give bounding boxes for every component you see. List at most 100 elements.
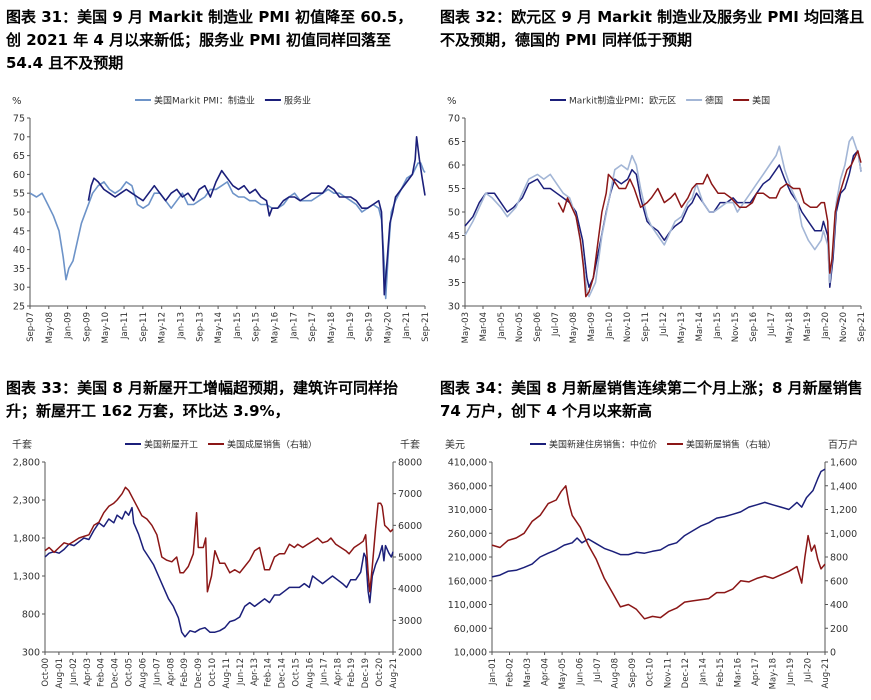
x-tick-label: May-08	[45, 312, 55, 343]
x-tick-label: Sep-09	[82, 312, 92, 342]
y-tick-label: 45	[13, 226, 25, 237]
x-tick-label: Sep-15	[252, 312, 262, 342]
y2-tick-label: 1,600	[830, 458, 857, 469]
chart-31-pmi-us: % 25 30 35 40 45 50 55 60 65 70 75 Sep-07 May-08 Jan-0…	[12, 95, 431, 344]
y2-tick-label: 800	[830, 553, 848, 564]
chart-34-new-home-sales: 美元 百万户 10,000 60,000 110,000 160,000 210,000 26…	[445, 438, 858, 689]
y-tick-label: 310,000	[448, 505, 487, 516]
x-tick-label: Jul-17	[767, 312, 777, 337]
legend-label-1: 美国新建住房销售：中位价	[549, 439, 657, 451]
y-tick-label: 65	[448, 137, 460, 148]
y2-tick-label: 7000	[398, 489, 422, 500]
y2-axis-unit: 千套	[400, 438, 420, 451]
x-tick-label: Sep-11	[641, 312, 651, 342]
legend-label-1: 美国新屋开工	[144, 439, 198, 451]
x-tick-label: May-13	[677, 312, 687, 343]
x-tick-label: May-10	[101, 312, 111, 343]
series-line-1	[29, 162, 426, 300]
x-tick-label: Oct-10	[208, 658, 218, 687]
y-tick-label: 1,800	[13, 534, 40, 545]
y2-axis-unit: 百万户	[828, 438, 858, 451]
x-tick-label: Oct-05	[125, 658, 135, 687]
series-line-1	[464, 150, 862, 288]
x-tick-label: Sep-19	[365, 312, 375, 342]
legend-label-1: 美国Markit PMI：制造业	[154, 95, 255, 107]
y2-tick-label: 0	[830, 648, 836, 659]
y-tick-label: 55	[448, 184, 460, 195]
x-tick-label: May-05	[558, 658, 568, 689]
x-tick-label: Aug-21	[389, 658, 399, 688]
y-tick-label: 160,000	[448, 576, 487, 587]
x-tick-label: Jan-17	[289, 312, 299, 340]
series-line-1	[44, 506, 394, 638]
y-tick-label: 70	[448, 114, 460, 125]
x-tick-label: Feb-15	[716, 658, 726, 687]
x-tick-label: Nov-10	[623, 312, 633, 342]
x-tick-label: Jan-10	[605, 312, 615, 340]
x-tick-label: Sep-06	[533, 312, 543, 342]
y-tick-label: 60	[13, 170, 25, 181]
x-tick-label: Aug-01	[55, 658, 65, 688]
x-tick-label: Sep-16	[749, 312, 759, 342]
y-tick-label: 10,000	[454, 648, 487, 659]
y-tick-label: 25	[13, 302, 25, 313]
y2-tick-label: 1,000	[830, 529, 857, 540]
x-tick-label: Jul-07	[551, 312, 561, 337]
x-tick-label: Aug-08	[611, 658, 621, 688]
chart-33-housing-starts: 千套 千套 300 800 1,300 1,800 2,300 2,800 2000 3000 40…	[12, 438, 422, 688]
x-tick-label: Apr-04	[541, 658, 551, 686]
x-tick-label: Jun-02	[69, 658, 79, 686]
x-tick-label: Feb-02	[506, 658, 516, 687]
y-tick-label: 410,000	[448, 458, 487, 469]
x-tick-label: Jan-15	[233, 312, 243, 340]
y2-tick-label: 400	[830, 600, 848, 611]
x-tick-label: Jan-13	[176, 312, 186, 340]
y-tick-label: 60,000	[454, 624, 487, 635]
y2-tick-label: 5000	[398, 553, 422, 564]
y-tick-label: 75	[13, 114, 25, 125]
x-tick-label: Feb-09	[180, 658, 190, 687]
x-tick-label: Apr-18	[333, 658, 343, 686]
y-tick-label: 210,000	[448, 553, 487, 564]
x-tick-label: Mar-19	[803, 312, 813, 341]
x-tick-label: Sep-21	[857, 312, 867, 342]
chart-34-title: 图表 34：美国 8 月新屋销售连续第二个月上涨；8 月新屋销售 74 万户，创…	[440, 379, 863, 420]
legend-label-3: 美国	[752, 95, 770, 107]
x-tick-label: Jan-15	[713, 312, 723, 340]
y-tick-label: 110,000	[448, 600, 487, 611]
x-tick-label: Mar-03	[523, 658, 533, 687]
x-tick-label: Jan-21	[402, 312, 412, 340]
x-tick-label: May-18	[768, 658, 778, 689]
series-line-2	[44, 486, 394, 593]
legend-label-2: 德国	[705, 95, 723, 107]
x-tick-label: Oct-20	[375, 658, 385, 687]
series-line-1	[491, 468, 826, 578]
x-tick-label: Nov-05	[515, 312, 525, 342]
y-tick-label: 30	[448, 302, 460, 313]
x-tick-label: May-18	[785, 312, 795, 343]
legend-label-2: 美国成屋销售（右轴）	[227, 439, 317, 451]
x-tick-label: Apr-17	[751, 658, 761, 686]
x-tick-label: Feb-14	[264, 658, 274, 687]
chart-33-title: 图表 33：美国 8 月新屋开工增幅超预期，建筑许可同样抬升；新屋开工 162 …	[6, 379, 398, 420]
x-tick-label: Sep-09	[628, 658, 638, 688]
x-tick-label: Jan-19	[346, 312, 356, 340]
y2-tick-label: 6000	[398, 521, 422, 532]
y-tick-label: 40	[448, 255, 460, 266]
series-line-2	[87, 136, 426, 296]
y-tick-label: 2,300	[13, 496, 40, 507]
x-tick-label: Aug-06	[138, 658, 148, 688]
x-tick-label: May-20	[383, 312, 393, 343]
x-tick-label: Oct-00	[41, 658, 51, 687]
chart-32-title: 图表 32：欧元区 9 月 Markit 制造业及服务业 PMI 均回落且不及预…	[440, 8, 865, 49]
x-tick-label: Sep-07	[26, 312, 36, 342]
x-tick-label: Jan-09	[64, 312, 74, 340]
x-tick-label: Apr-13	[250, 658, 260, 686]
x-tick-label: Oct-15	[292, 658, 302, 687]
y-tick-label: 45	[448, 231, 460, 242]
y-axis-unit: %	[447, 96, 457, 107]
y2-tick-label: 1,200	[830, 505, 857, 516]
series-line-2	[464, 136, 862, 298]
y2-tick-label: 3000	[398, 616, 422, 627]
x-tick-label: Nov-11	[663, 658, 673, 688]
